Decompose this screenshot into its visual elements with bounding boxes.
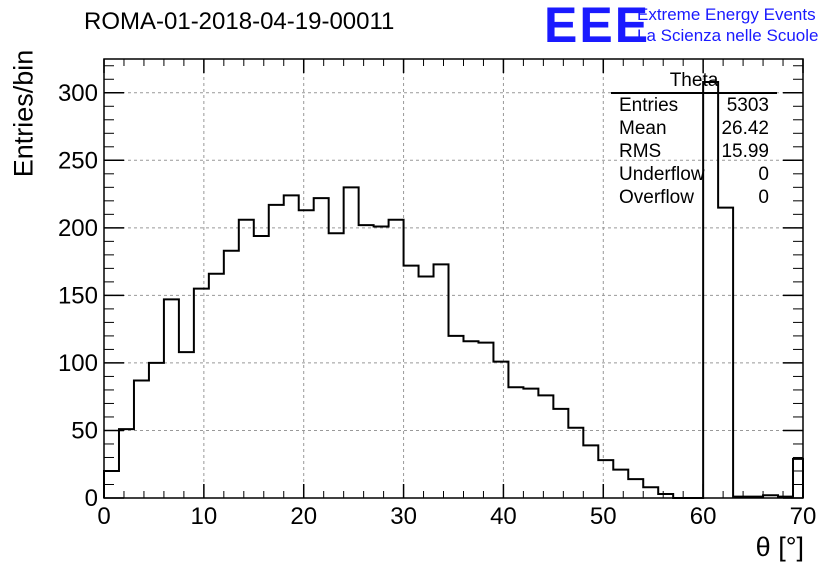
histogram-bin	[209, 274, 224, 498]
x-tick-label: 30	[390, 503, 417, 530]
histogram-bin	[553, 409, 568, 498]
chart-grid	[104, 59, 803, 498]
x-tick-label: 10	[191, 503, 218, 530]
stats-row-rms: RMS 15.99	[611, 140, 777, 163]
stats-row-overflow: Overflow 0	[611, 186, 777, 209]
stats-label: Entries	[619, 95, 679, 116]
histogram-bin	[404, 266, 419, 498]
histogram-bin	[179, 352, 194, 498]
histogram-bin	[344, 187, 359, 498]
histogram-bin	[164, 299, 179, 498]
y-tick-label: 50	[71, 417, 98, 444]
histogram-bin	[254, 236, 269, 498]
histogram-bin	[463, 341, 478, 498]
histogram-bin	[598, 460, 613, 498]
stats-label: RMS	[619, 141, 662, 162]
stats-row-mean: Mean 26.42	[611, 117, 777, 140]
histogram-bin	[718, 208, 733, 498]
histogram-bin	[224, 251, 239, 498]
x-axis-label: θ [°]	[755, 532, 804, 562]
histogram-bin	[643, 487, 658, 498]
histogram-bin	[299, 210, 314, 498]
logo-line-2: La Scienza nelle Scuole	[637, 26, 819, 45]
plot-frame	[103, 58, 804, 499]
histogram-bin	[493, 362, 508, 498]
chart-ticks: 0 10 20 30 40 50 60 70 0 50 100 150 200 250 300	[58, 59, 816, 530]
stats-title: Theta	[611, 70, 777, 94]
histogram-bin	[523, 389, 538, 498]
histogram-bin	[434, 264, 449, 498]
x-tick-label: 70	[790, 503, 817, 530]
stats-label: Mean	[619, 118, 667, 139]
stats-box: Theta Entries 5303 Mean 26.42 RMS 15.99 …	[611, 70, 777, 209]
histogram-bin	[419, 276, 434, 498]
histogram-bin	[508, 387, 523, 498]
stats-value: 26.42	[721, 118, 769, 139]
histogram-bin	[359, 225, 374, 498]
y-tick-label: 300	[58, 80, 98, 107]
stats-label: Underflow	[619, 164, 705, 185]
eee-logo: EEE	[544, 0, 651, 53]
x-tick-label: 60	[690, 503, 717, 530]
histogram-bin	[239, 220, 254, 498]
histogram-bin	[449, 336, 464, 498]
x-tick-label: 50	[590, 503, 617, 530]
y-axis-label: Entries/bin	[8, 49, 39, 178]
histogram-bin	[134, 380, 149, 498]
stats-row-entries: Entries 5303	[611, 94, 777, 117]
stats-row-underflow: Underflow 0	[611, 163, 777, 186]
histogram-bin	[329, 233, 344, 498]
run-title: ROMA-01-2018-04-19-00011	[84, 8, 395, 35]
histogram-bin	[389, 220, 404, 498]
stats-value: 15.99	[721, 141, 769, 162]
stats-label: Overflow	[619, 187, 694, 208]
stats-value: 0	[758, 187, 769, 208]
chart-axes	[103, 58, 804, 499]
histogram-bin	[583, 445, 598, 498]
y-tick-label: 150	[58, 282, 98, 309]
histogram-bin	[119, 429, 134, 498]
stats-value: 5303	[726, 95, 769, 116]
histogram-bin	[568, 428, 583, 498]
histogram-bin	[478, 343, 493, 498]
histogram-bin	[793, 459, 803, 498]
y-tick-label: 0	[85, 485, 98, 512]
histogram-bin	[628, 479, 643, 498]
histogram-bin	[538, 395, 553, 498]
stats-value: 0	[758, 164, 769, 185]
y-tick-label: 100	[58, 350, 98, 377]
x-tick-label: 40	[490, 503, 517, 530]
histogram-bin	[374, 226, 389, 498]
y-tick-label: 250	[58, 147, 98, 174]
histogram-bin	[284, 195, 299, 498]
x-tick-label: 20	[290, 503, 317, 530]
y-tick-label: 200	[58, 215, 98, 242]
histogram-bin	[149, 363, 164, 498]
x-tick-label: 0	[97, 503, 110, 530]
histogram-bin	[269, 205, 284, 498]
histogram-bin	[314, 198, 329, 498]
logo-line-1: Extreme Energy Events	[637, 5, 816, 24]
histogram-bin	[613, 470, 628, 498]
histogram-bin	[194, 289, 209, 498]
